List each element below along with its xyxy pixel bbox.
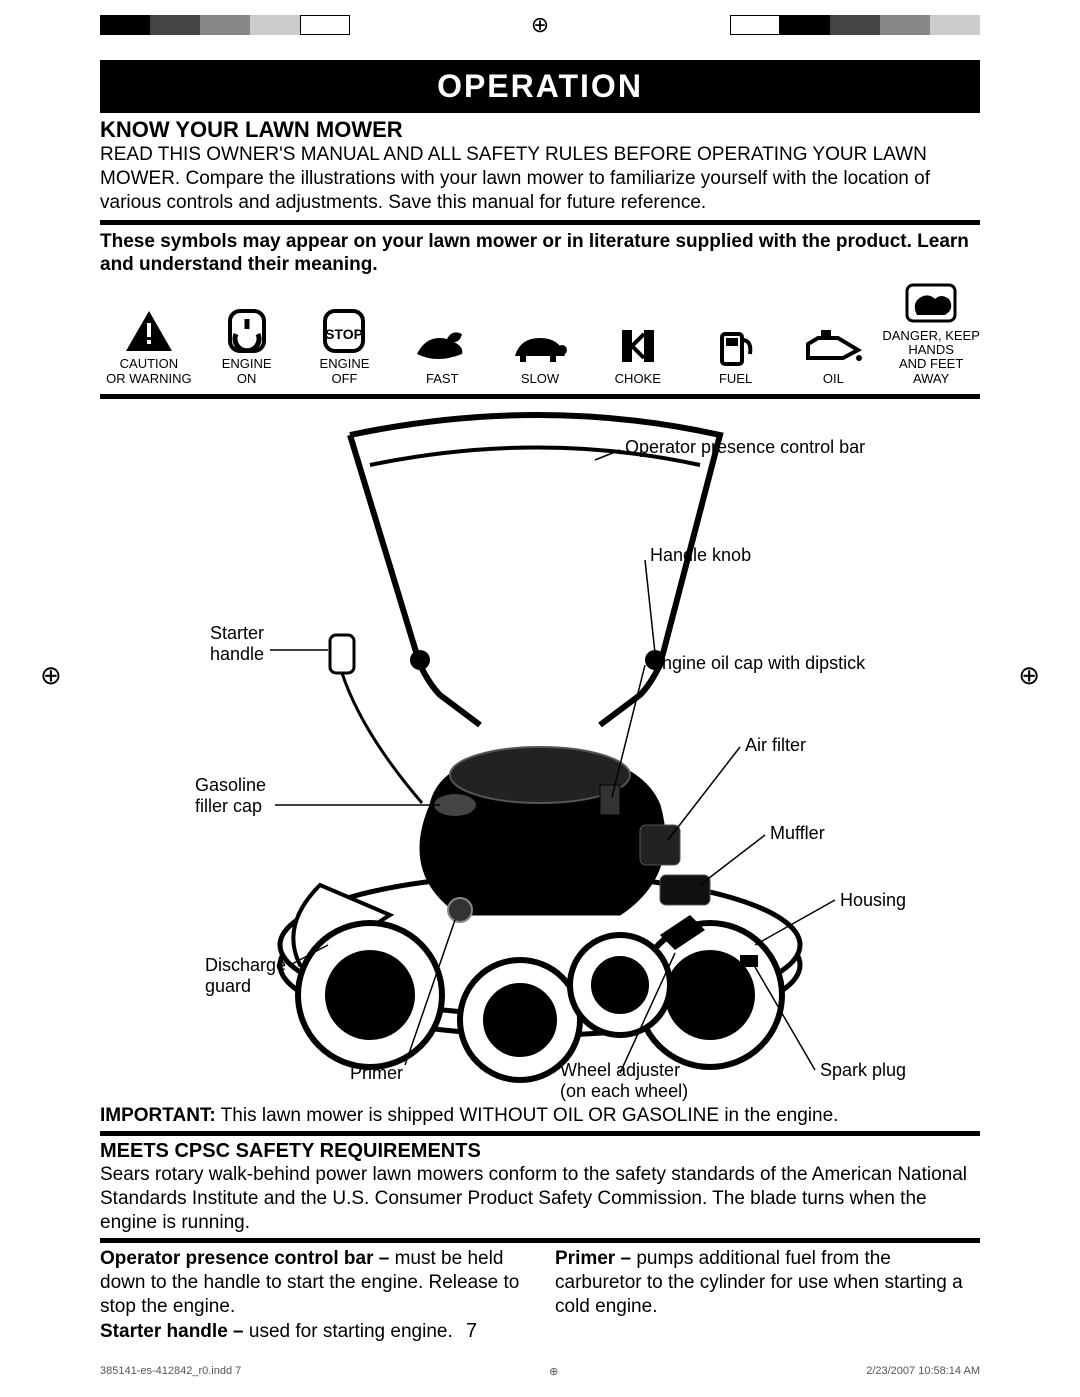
symbol-slow: SLOW — [491, 324, 589, 386]
label-spark: Spark plug — [820, 1060, 906, 1081]
label-oil-cap: Engine oil cap with dipstick — [650, 653, 865, 674]
symbol-label: DANGER, KEEP HANDS AND FEET AWAY — [882, 329, 980, 386]
section-title-bar: OPERATION — [100, 60, 980, 113]
manual-page: ⊕ ⊕ ⊕ OPERATION KNOW YOUR LAWN MOWER REA… — [0, 0, 1080, 1384]
symbol-label: ENGINE ON — [222, 357, 272, 386]
engine-off-icon: STOP — [319, 309, 369, 353]
def-starter: used for starting engine. — [249, 1321, 453, 1342]
symbol-label: FAST — [426, 372, 459, 386]
crop-marks-top: ⊕ — [100, 10, 980, 40]
heading-know-your-mower: KNOW YOUR LAWN MOWER — [100, 117, 980, 143]
warning-triangle-icon — [124, 309, 174, 353]
mower-illustration — [100, 405, 980, 1105]
label-starter-handle: Starter handle — [210, 623, 264, 664]
right-column: Primer – pumps additional fuel from the … — [555, 1247, 980, 1343]
label-muffler: Muffler — [770, 823, 825, 844]
label-air-filter: Air filter — [745, 735, 806, 756]
fast-rabbit-icon — [412, 324, 472, 368]
color-bar-right — [730, 15, 980, 35]
symbol-fuel: FUEL — [687, 324, 785, 386]
registration-mark-icon: ⊕ — [1018, 660, 1040, 691]
symbol-label: CHOKE — [615, 372, 661, 386]
rule — [100, 1238, 980, 1243]
label-gas-cap: Gasoline filler cap — [195, 775, 266, 816]
definitions-columns: Operator presence control bar – must be … — [100, 1247, 980, 1343]
engine-on-icon — [222, 309, 272, 353]
symbol-label: CAUTION OR WARNING — [106, 357, 191, 386]
color-bar-left — [100, 15, 350, 35]
oil-can-icon — [803, 324, 863, 368]
symbol-danger: DANGER, KEEP HANDS AND FEET AWAY — [882, 281, 980, 386]
important-label: IMPORTANT: — [100, 1105, 216, 1126]
left-column: Operator presence control bar – must be … — [100, 1247, 525, 1343]
symbol-engine-on: ENGINE ON — [198, 309, 296, 386]
registration-mark-icon: ⊕ — [40, 660, 62, 691]
term-op-bar: Operator presence control bar – — [100, 1248, 395, 1269]
print-footer: 385141-es-412842_r0.indd 7 ⊕ 2/23/2007 1… — [100, 1365, 980, 1378]
slow-turtle-icon — [510, 324, 570, 368]
symbol-caution: CAUTION OR WARNING — [100, 309, 198, 386]
symbol-engine-off: STOP ENGINE OFF — [296, 309, 394, 386]
rule — [100, 220, 980, 225]
intro-paragraph: READ THIS OWNER'S MANUAL AND ALL SAFETY … — [100, 143, 980, 214]
heading-cpsc: MEETS CPSC SAFETY REQUIREMENTS — [100, 1140, 980, 1163]
mower-diagram: Operator presence control bar Handle kno… — [100, 405, 980, 1105]
term-starter: Starter handle – — [100, 1321, 249, 1342]
symbols-intro: These symbols may appear on your lawn mo… — [100, 231, 980, 277]
rule — [100, 394, 980, 399]
cpsc-text: Sears rotary walk-behind power lawn mowe… — [100, 1163, 980, 1234]
choke-icon — [618, 324, 658, 368]
symbol-oil: OIL — [784, 324, 882, 386]
label-primer: Primer — [350, 1063, 403, 1084]
rule — [100, 1131, 980, 1136]
registration-mark-icon: ⊕ — [531, 12, 549, 38]
footer-timestamp: 2/23/2007 10:58:14 AM — [866, 1365, 980, 1377]
important-note: IMPORTANT: This lawn mower is shipped WI… — [100, 1105, 980, 1127]
symbols-row: CAUTION OR WARNING ENGINE ON STOP ENGINE… — [100, 277, 980, 388]
important-text: This lawn mower is shipped WITHOUT OIL O… — [216, 1105, 839, 1126]
term-primer: Primer – — [555, 1248, 636, 1269]
label-housing: Housing — [840, 890, 906, 911]
danger-hands-feet-icon — [901, 281, 961, 325]
label-op-bar: Operator presence control bar — [625, 437, 865, 458]
label-discharge: Discharge guard — [205, 955, 286, 996]
symbol-fast: FAST — [393, 324, 491, 386]
fuel-pump-icon — [716, 324, 756, 368]
page-number: 7 — [466, 1320, 477, 1342]
symbol-label: SLOW — [521, 372, 559, 386]
symbol-label: FUEL — [719, 372, 752, 386]
symbol-label: OIL — [823, 372, 844, 386]
symbol-label: ENGINE OFF — [320, 357, 370, 386]
label-handle-knob: Handle knob — [650, 545, 751, 566]
label-wheel-adj: Wheel adjuster (on each wheel) — [560, 1060, 688, 1101]
svg-text:STOP: STOP — [326, 326, 364, 342]
symbol-choke: CHOKE — [589, 324, 687, 386]
registration-mark-icon: ⊕ — [549, 1365, 558, 1378]
footer-filename: 385141-es-412842_r0.indd 7 — [100, 1365, 241, 1377]
